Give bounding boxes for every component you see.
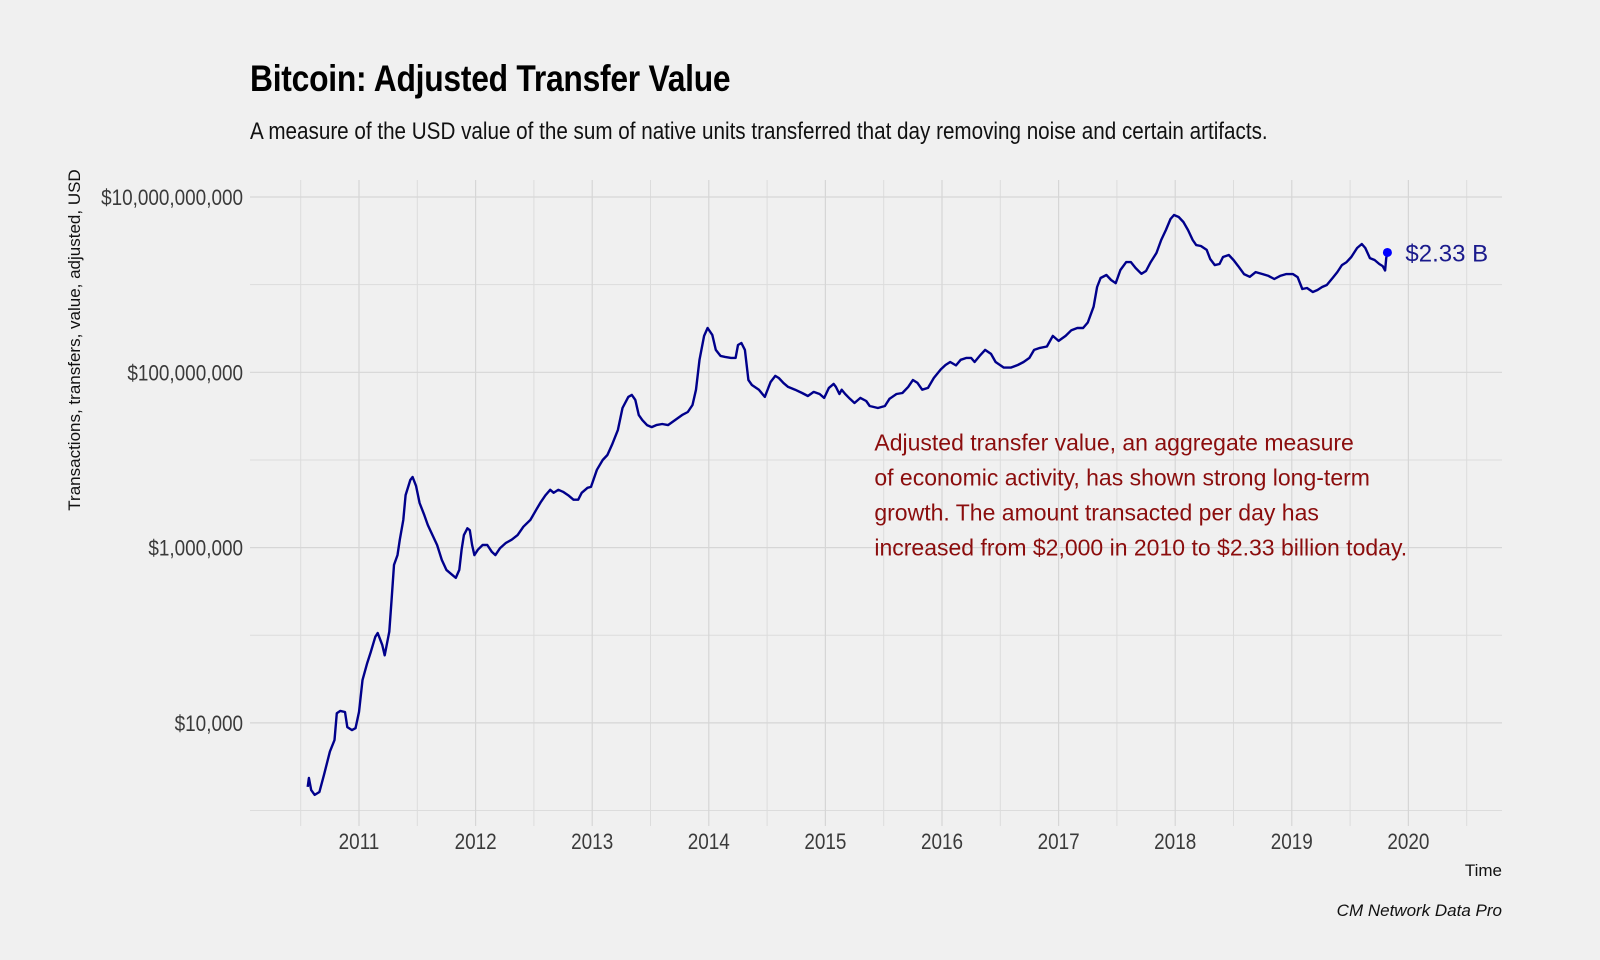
annotation-line: growth. The amount transacted per day ha…	[874, 500, 1319, 526]
x-tick-label: 2015	[804, 830, 846, 855]
y-tick-label: $10,000	[175, 712, 243, 737]
x-tick-label: 2016	[921, 830, 963, 855]
x-tick-label: 2020	[1387, 830, 1429, 855]
chart-caption: CM Network Data Pro	[1337, 901, 1502, 920]
end-point-marker	[1382, 247, 1392, 257]
y-tick-label: $1,000,000	[148, 536, 243, 561]
annotation-text: Adjusted transfer value, an aggregate me…	[874, 430, 1407, 561]
x-tick-label: 2011	[339, 830, 380, 855]
x-axis-title: Time	[1465, 861, 1502, 880]
y-axis-ticks: $10,000 $1,000,000 $100,000,000 $10,000,000…	[101, 186, 243, 737]
minor-gridlines	[250, 180, 1502, 826]
x-tick-label: 2012	[455, 830, 497, 855]
annotation-line: of economic activity, has shown strong l…	[874, 465, 1370, 491]
x-tick-label: 2014	[688, 830, 730, 855]
end-point-label: $2.33 B	[1405, 240, 1488, 267]
x-tick-label: 2017	[1038, 830, 1080, 855]
chart-subtitle: A measure of the USD value of the sum of…	[250, 118, 1268, 145]
annotation-line: Adjusted transfer value, an aggregate me…	[874, 430, 1353, 456]
major-gridlines	[250, 180, 1502, 826]
x-axis-ticks: 2011 2012 2013 2014 2015 2016 2017 2018 2019 2020	[339, 830, 1430, 855]
x-tick-label: 2013	[571, 830, 613, 855]
x-tick-label: 2019	[1271, 830, 1313, 855]
y-tick-label: $100,000,000	[127, 361, 243, 386]
y-tick-label: $10,000,000,000	[101, 186, 243, 211]
y-axis-title: Transactions, transfers, value, adjusted…	[65, 169, 84, 510]
x-tick-label: 2018	[1154, 830, 1196, 855]
chart-title: Bitcoin: Adjusted Transfer Value	[250, 58, 731, 99]
annotation-line: increased from $2,000 in 2010 to $2.33 b…	[874, 535, 1407, 561]
series-layer: $2.33 B	[306, 213, 1488, 797]
series-line	[306, 213, 1389, 797]
